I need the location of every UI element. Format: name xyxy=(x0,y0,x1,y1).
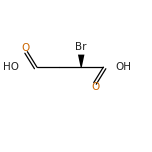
Text: O: O xyxy=(22,43,30,53)
Text: HO: HO xyxy=(3,62,19,72)
Polygon shape xyxy=(78,55,85,67)
Text: O: O xyxy=(91,82,99,92)
Text: Br: Br xyxy=(75,42,87,52)
Text: OH: OH xyxy=(116,62,132,72)
